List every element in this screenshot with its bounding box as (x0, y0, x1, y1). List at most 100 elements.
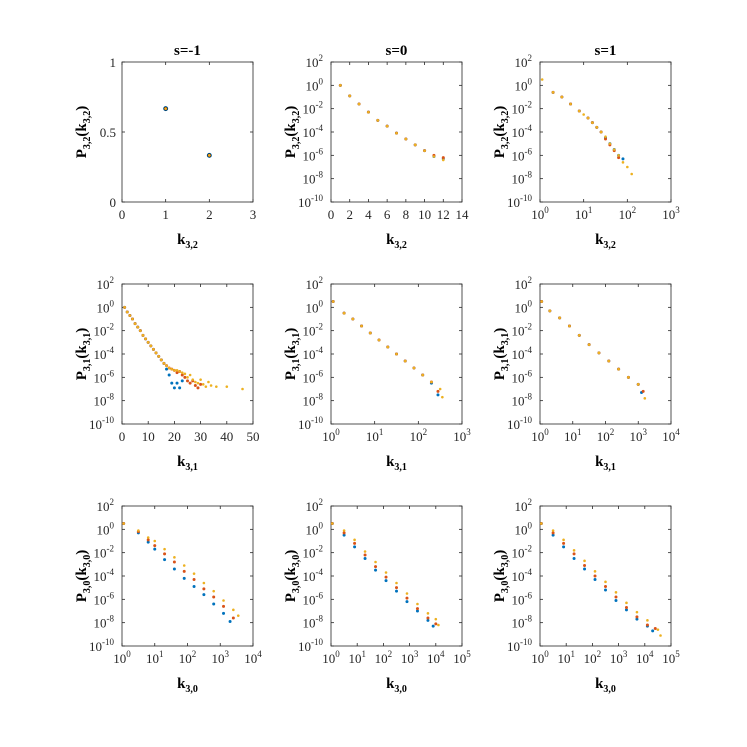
data-point (180, 379, 184, 383)
y-tick-label: 10-10 (89, 415, 114, 432)
data-point (587, 343, 591, 346)
data-point (157, 355, 160, 358)
data-point (232, 608, 235, 612)
data-point (405, 600, 409, 604)
data-point (167, 366, 171, 370)
data-point (416, 602, 419, 606)
data-point (621, 157, 625, 161)
y-tick-label: 10-8 (94, 614, 115, 631)
data-point (551, 531, 555, 535)
y-tick-label: 10-4 (512, 567, 533, 584)
y-tick-label: 10-4 (94, 567, 115, 584)
data-point (558, 316, 561, 320)
x-tick-label: 10 (142, 429, 155, 444)
data-point (434, 622, 438, 626)
data-point (136, 325, 140, 329)
data-point (421, 373, 425, 377)
data-point (241, 387, 244, 391)
data-point (133, 322, 137, 325)
y-tick-label: 10-8 (303, 614, 324, 631)
data-point (604, 135, 607, 138)
y-tick-label: 102 (515, 497, 533, 514)
plot-area (121, 505, 254, 647)
data-point (643, 397, 647, 400)
data-point (386, 345, 390, 349)
data-point (353, 541, 357, 545)
y-axis-label: P3,0(k3,0) (492, 550, 511, 603)
data-point (331, 522, 334, 525)
data-point (137, 529, 140, 532)
data-point (186, 376, 189, 379)
x-tick-label: 6 (384, 207, 391, 222)
data-point (617, 367, 620, 371)
data-point (192, 585, 196, 588)
data-point (208, 154, 211, 157)
data-point (441, 395, 444, 399)
y-tick-label: 10-6 (512, 146, 533, 163)
y-tick-label: 0 (110, 195, 117, 210)
data-point (659, 634, 662, 637)
y-tick-label: 1 (110, 55, 117, 70)
data-point (149, 344, 153, 348)
data-point (562, 541, 566, 545)
x-tick-label: 101 (146, 649, 164, 666)
data-point (363, 553, 367, 557)
y-axis-label: P3,0(k3,0) (283, 550, 302, 603)
data-point (163, 558, 167, 562)
data-point (651, 629, 655, 633)
data-point (182, 564, 186, 567)
data-point (624, 608, 628, 612)
data-point (146, 538, 150, 542)
data-point (572, 549, 576, 552)
data-point (593, 574, 597, 578)
data-point (562, 545, 566, 549)
data-point (225, 385, 229, 388)
data-point (215, 385, 218, 388)
y-tick-label: 10-4 (303, 345, 324, 362)
x-tick-label: 100 (531, 205, 549, 222)
data-point (604, 585, 607, 588)
subplot-title: s=1 (595, 43, 617, 59)
data-point (163, 547, 166, 551)
data-point (586, 116, 590, 120)
y-tick-label: 10-6 (512, 590, 533, 607)
x-tick-label: 103 (662, 205, 680, 222)
data-point (540, 300, 543, 303)
subplot-5: 100 101 102 10310-1010-810-610-410-2100102k… (283, 275, 471, 473)
x-tick-label: 103 (453, 427, 471, 444)
data-point (625, 601, 628, 605)
data-point (357, 102, 361, 106)
subplot-1: 0 1 2 3 0 0.5 1 s=-1 k3,2 P3,2(k3,2) (74, 43, 256, 251)
x-tick-label: 100 (531, 427, 549, 444)
y-tick-label: 10-6 (303, 146, 324, 163)
data-point (146, 540, 150, 544)
data-point (144, 337, 147, 341)
data-point (153, 544, 157, 548)
subplot-4: 0 10 20 30 40 50 10-10 10-8 10-6 10-4 10-2 100 102 k3… (74, 275, 260, 473)
data-point (342, 311, 346, 315)
data-point (165, 364, 168, 367)
y-tick-label: 10-6 (94, 368, 115, 385)
plot-area (539, 61, 672, 203)
data-point (604, 580, 607, 584)
data-point (202, 581, 206, 585)
data-point (604, 137, 607, 141)
data-point (194, 380, 197, 384)
data-point (636, 383, 640, 386)
data-point (173, 556, 176, 559)
data-point (426, 612, 430, 615)
x-tick-label: 105 (662, 649, 680, 666)
data-point (432, 155, 436, 158)
y-tick-label: 10-6 (94, 590, 115, 607)
x-tick-label: 14 (456, 207, 470, 222)
data-point (540, 78, 544, 81)
data-point (188, 373, 192, 377)
data-point (342, 533, 346, 537)
y-tick-label: 10-10 (298, 415, 323, 432)
data-point (131, 317, 134, 321)
data-point (199, 382, 203, 386)
data-point (377, 338, 381, 342)
data-point (627, 376, 630, 379)
x-axis-label: k3,2 (177, 232, 198, 251)
data-point (621, 161, 625, 164)
